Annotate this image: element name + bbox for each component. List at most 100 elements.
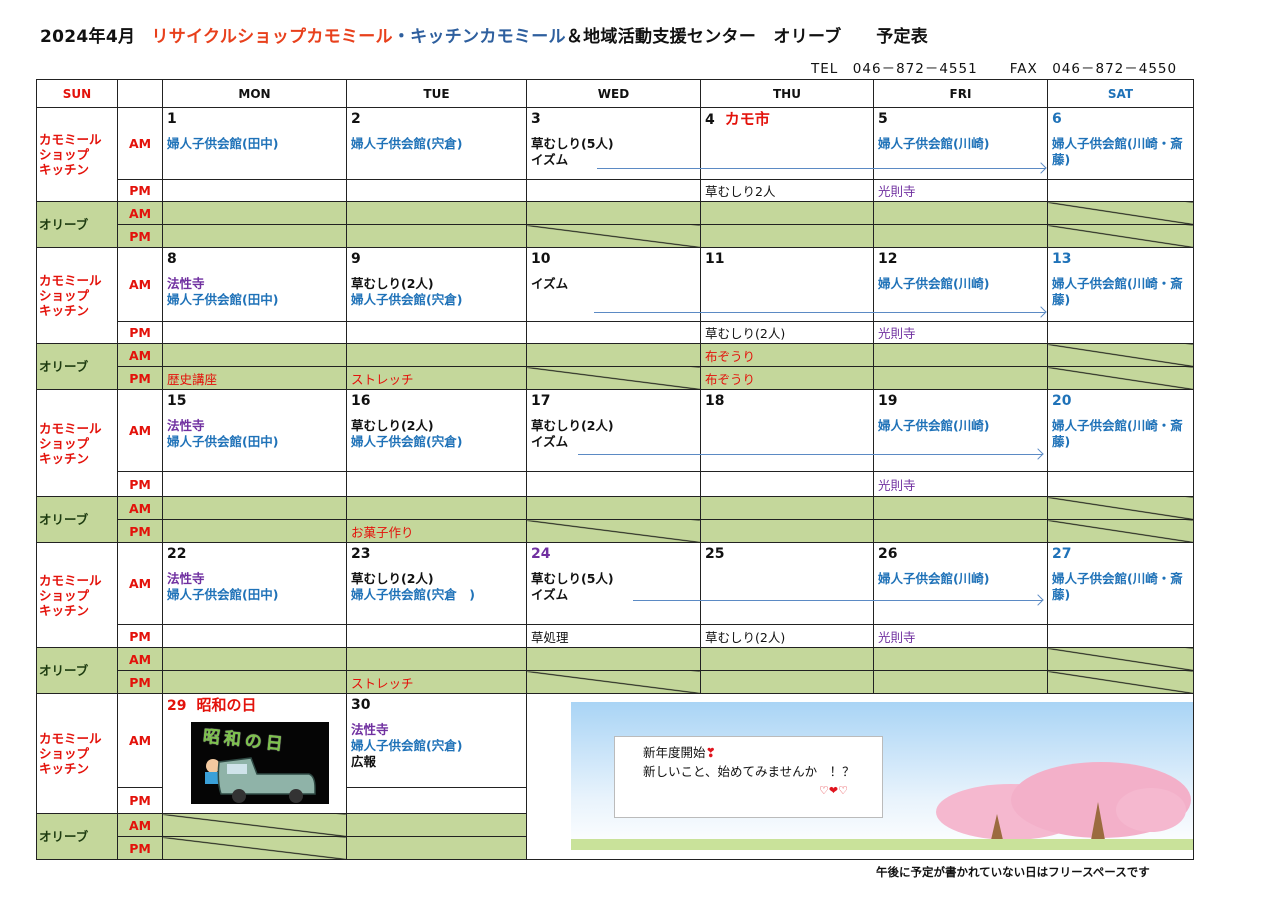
day-cell-pm[interactable]: 光則寺 — [873, 624, 1048, 648]
olive-cell-pm[interactable]: 歴史講座 — [162, 366, 347, 390]
olive-cell-pm[interactable]: ストレッチ — [346, 366, 527, 390]
day-cell-am[interactable]: 24 草むしり(5人) イズム — [526, 542, 701, 625]
day-cell-am[interactable]: 18 — [700, 389, 874, 472]
olive-cell-pm[interactable] — [162, 670, 347, 694]
day-cell-pm[interactable]: 草むしり(2人) — [700, 624, 874, 648]
olive-cell-am[interactable] — [526, 647, 701, 671]
day-cell-am[interactable]: 10 イズム — [526, 247, 701, 322]
day-cell-am[interactable]: 17 草むしり(2人) イズム — [526, 389, 701, 472]
day-cell-pm[interactable] — [346, 787, 527, 814]
olive-cell-pm[interactable] — [1047, 519, 1194, 543]
olive-cell-am[interactable] — [162, 496, 347, 520]
day-cell-pm[interactable]: 草処理 — [526, 624, 701, 648]
olive-cell-pm[interactable] — [700, 670, 874, 694]
olive-cell-am[interactable] — [162, 343, 347, 367]
day-cell-am[interactable]: 13 婦人子供会館(川崎・斎藤) — [1047, 247, 1194, 322]
day-cell-am[interactable]: 8 法性寺 婦人子供会館(田中) — [162, 247, 347, 322]
day-cell-am[interactable]: 19 婦人子供会館(川崎) — [873, 389, 1048, 472]
day-cell-am[interactable]: 11 — [700, 247, 874, 322]
olive-cell-am[interactable] — [526, 496, 701, 520]
day-cell-am[interactable]: 20 婦人子供会館(川崎・斎藤) — [1047, 389, 1194, 472]
day-cell-pm[interactable]: 草むしり2人 — [700, 179, 874, 202]
day-cell-pm[interactable] — [526, 471, 701, 497]
olive-cell-pm[interactable]: お菓子作り — [346, 519, 527, 543]
olive-cell-am[interactable] — [346, 647, 527, 671]
day-cell-am[interactable]: 25 — [700, 542, 874, 625]
olive-cell-am[interactable]: 布ぞうり — [700, 343, 874, 367]
olive-cell-am[interactable] — [526, 343, 701, 367]
day-cell-am[interactable]: 12 婦人子供会館(川崎) — [873, 247, 1048, 322]
olive-cell-am[interactable] — [346, 343, 527, 367]
day-cell-pm[interactable] — [346, 321, 527, 344]
day-cell-pm[interactable] — [1047, 471, 1194, 497]
olive-cell-am[interactable] — [162, 201, 347, 225]
olive-cell-am[interactable] — [162, 647, 347, 671]
olive-cell-am[interactable] — [873, 647, 1048, 671]
day-cell-pm[interactable] — [526, 321, 701, 344]
olive-cell-pm[interactable] — [1047, 670, 1194, 694]
olive-cell-am[interactable] — [700, 496, 874, 520]
olive-cell-am[interactable] — [346, 813, 527, 837]
olive-cell-am[interactable] — [873, 201, 1048, 225]
day-cell-pm[interactable] — [162, 471, 347, 497]
olive-cell-am[interactable] — [873, 343, 1048, 367]
olive-cell-pm[interactable] — [700, 224, 874, 248]
olive-cell-am[interactable] — [346, 496, 527, 520]
olive-cell-am[interactable] — [526, 201, 701, 225]
day-cell-am[interactable]: 27 婦人子供会館(川崎・斎藤) — [1047, 542, 1194, 625]
day-cell-pm[interactable] — [346, 179, 527, 202]
olive-cell-pm[interactable] — [526, 366, 701, 390]
olive-cell-pm[interactable] — [346, 836, 527, 860]
day-cell-pm[interactable] — [346, 624, 527, 648]
day-cell-am[interactable]: 23 草むしり(2人) 婦人子供会館(宍倉 ) — [346, 542, 527, 625]
olive-cell-am[interactable] — [346, 201, 527, 225]
day-cell-pm[interactable] — [526, 179, 701, 202]
day-cell-pm[interactable] — [162, 179, 347, 202]
day-cell-am[interactable]: 15 法性寺 婦人子供会館(田中) — [162, 389, 347, 472]
olive-cell-pm[interactable] — [526, 519, 701, 543]
olive-cell-pm[interactable] — [873, 519, 1048, 543]
day-cell-am[interactable]: 30 法性寺 婦人子供会館(宍倉) 広報 — [346, 693, 527, 788]
olive-cell-am[interactable] — [1047, 496, 1194, 520]
day-cell-pm[interactable]: 草むしり(2人) — [700, 321, 874, 344]
day-cell-am[interactable]: 9 草むしり(2人) 婦人子供会館(宍倉) — [346, 247, 527, 322]
olive-cell-pm[interactable] — [1047, 366, 1194, 390]
olive-cell-pm[interactable] — [162, 519, 347, 543]
olive-cell-am[interactable] — [162, 813, 347, 837]
olive-cell-pm[interactable] — [873, 366, 1048, 390]
day-cell-pm[interactable] — [162, 624, 347, 648]
day-cell-pm[interactable] — [1047, 179, 1194, 202]
olive-cell-am[interactable] — [873, 496, 1048, 520]
olive-cell-pm[interactable] — [700, 519, 874, 543]
olive-cell-pm[interactable] — [346, 224, 527, 248]
day-cell-pm[interactable]: 光則寺 — [873, 471, 1048, 497]
olive-cell-pm[interactable] — [873, 670, 1048, 694]
day-cell-am[interactable]: 26 婦人子供会館(川崎) — [873, 542, 1048, 625]
day-cell-pm[interactable] — [1047, 624, 1194, 648]
olive-cell-pm[interactable]: 布ぞうり — [700, 366, 874, 390]
day-cell-am[interactable]: 22 法性寺 婦人子供会館(田中) — [162, 542, 347, 625]
olive-cell-pm[interactable] — [162, 224, 347, 248]
day-cell-am[interactable]: 6 婦人子供会館(川崎・斎藤) — [1047, 107, 1194, 180]
schedule-item: 草むしり2人 — [705, 184, 776, 199]
day-cell-pm[interactable]: 光則寺 — [873, 179, 1048, 202]
olive-cell-pm[interactable] — [873, 224, 1048, 248]
olive-cell-pm[interactable] — [526, 224, 701, 248]
olive-cell-pm[interactable] — [162, 836, 347, 860]
olive-cell-am[interactable] — [1047, 201, 1194, 225]
olive-cell-pm[interactable]: ストレッチ — [346, 670, 527, 694]
olive-cell-am[interactable] — [700, 201, 874, 225]
day-cell-pm[interactable] — [700, 471, 874, 497]
olive-cell-pm[interactable] — [526, 670, 701, 694]
olive-cell-am[interactable] — [700, 647, 874, 671]
day-cell-pm[interactable] — [162, 321, 347, 344]
day-cell-am[interactable]: 2 婦人子供会館(宍倉) — [346, 107, 527, 180]
day-cell-am[interactable]: 16 草むしり(2人) 婦人子供会館(宍倉) — [346, 389, 527, 472]
day-cell-pm[interactable]: 光則寺 — [873, 321, 1048, 344]
day-cell-pm[interactable] — [346, 471, 527, 497]
day-cell-pm[interactable] — [1047, 321, 1194, 344]
day-cell-am[interactable]: 1 婦人子供会館(田中) — [162, 107, 347, 180]
olive-cell-pm[interactable] — [1047, 224, 1194, 248]
olive-cell-am[interactable] — [1047, 647, 1194, 671]
olive-cell-am[interactable] — [1047, 343, 1194, 367]
